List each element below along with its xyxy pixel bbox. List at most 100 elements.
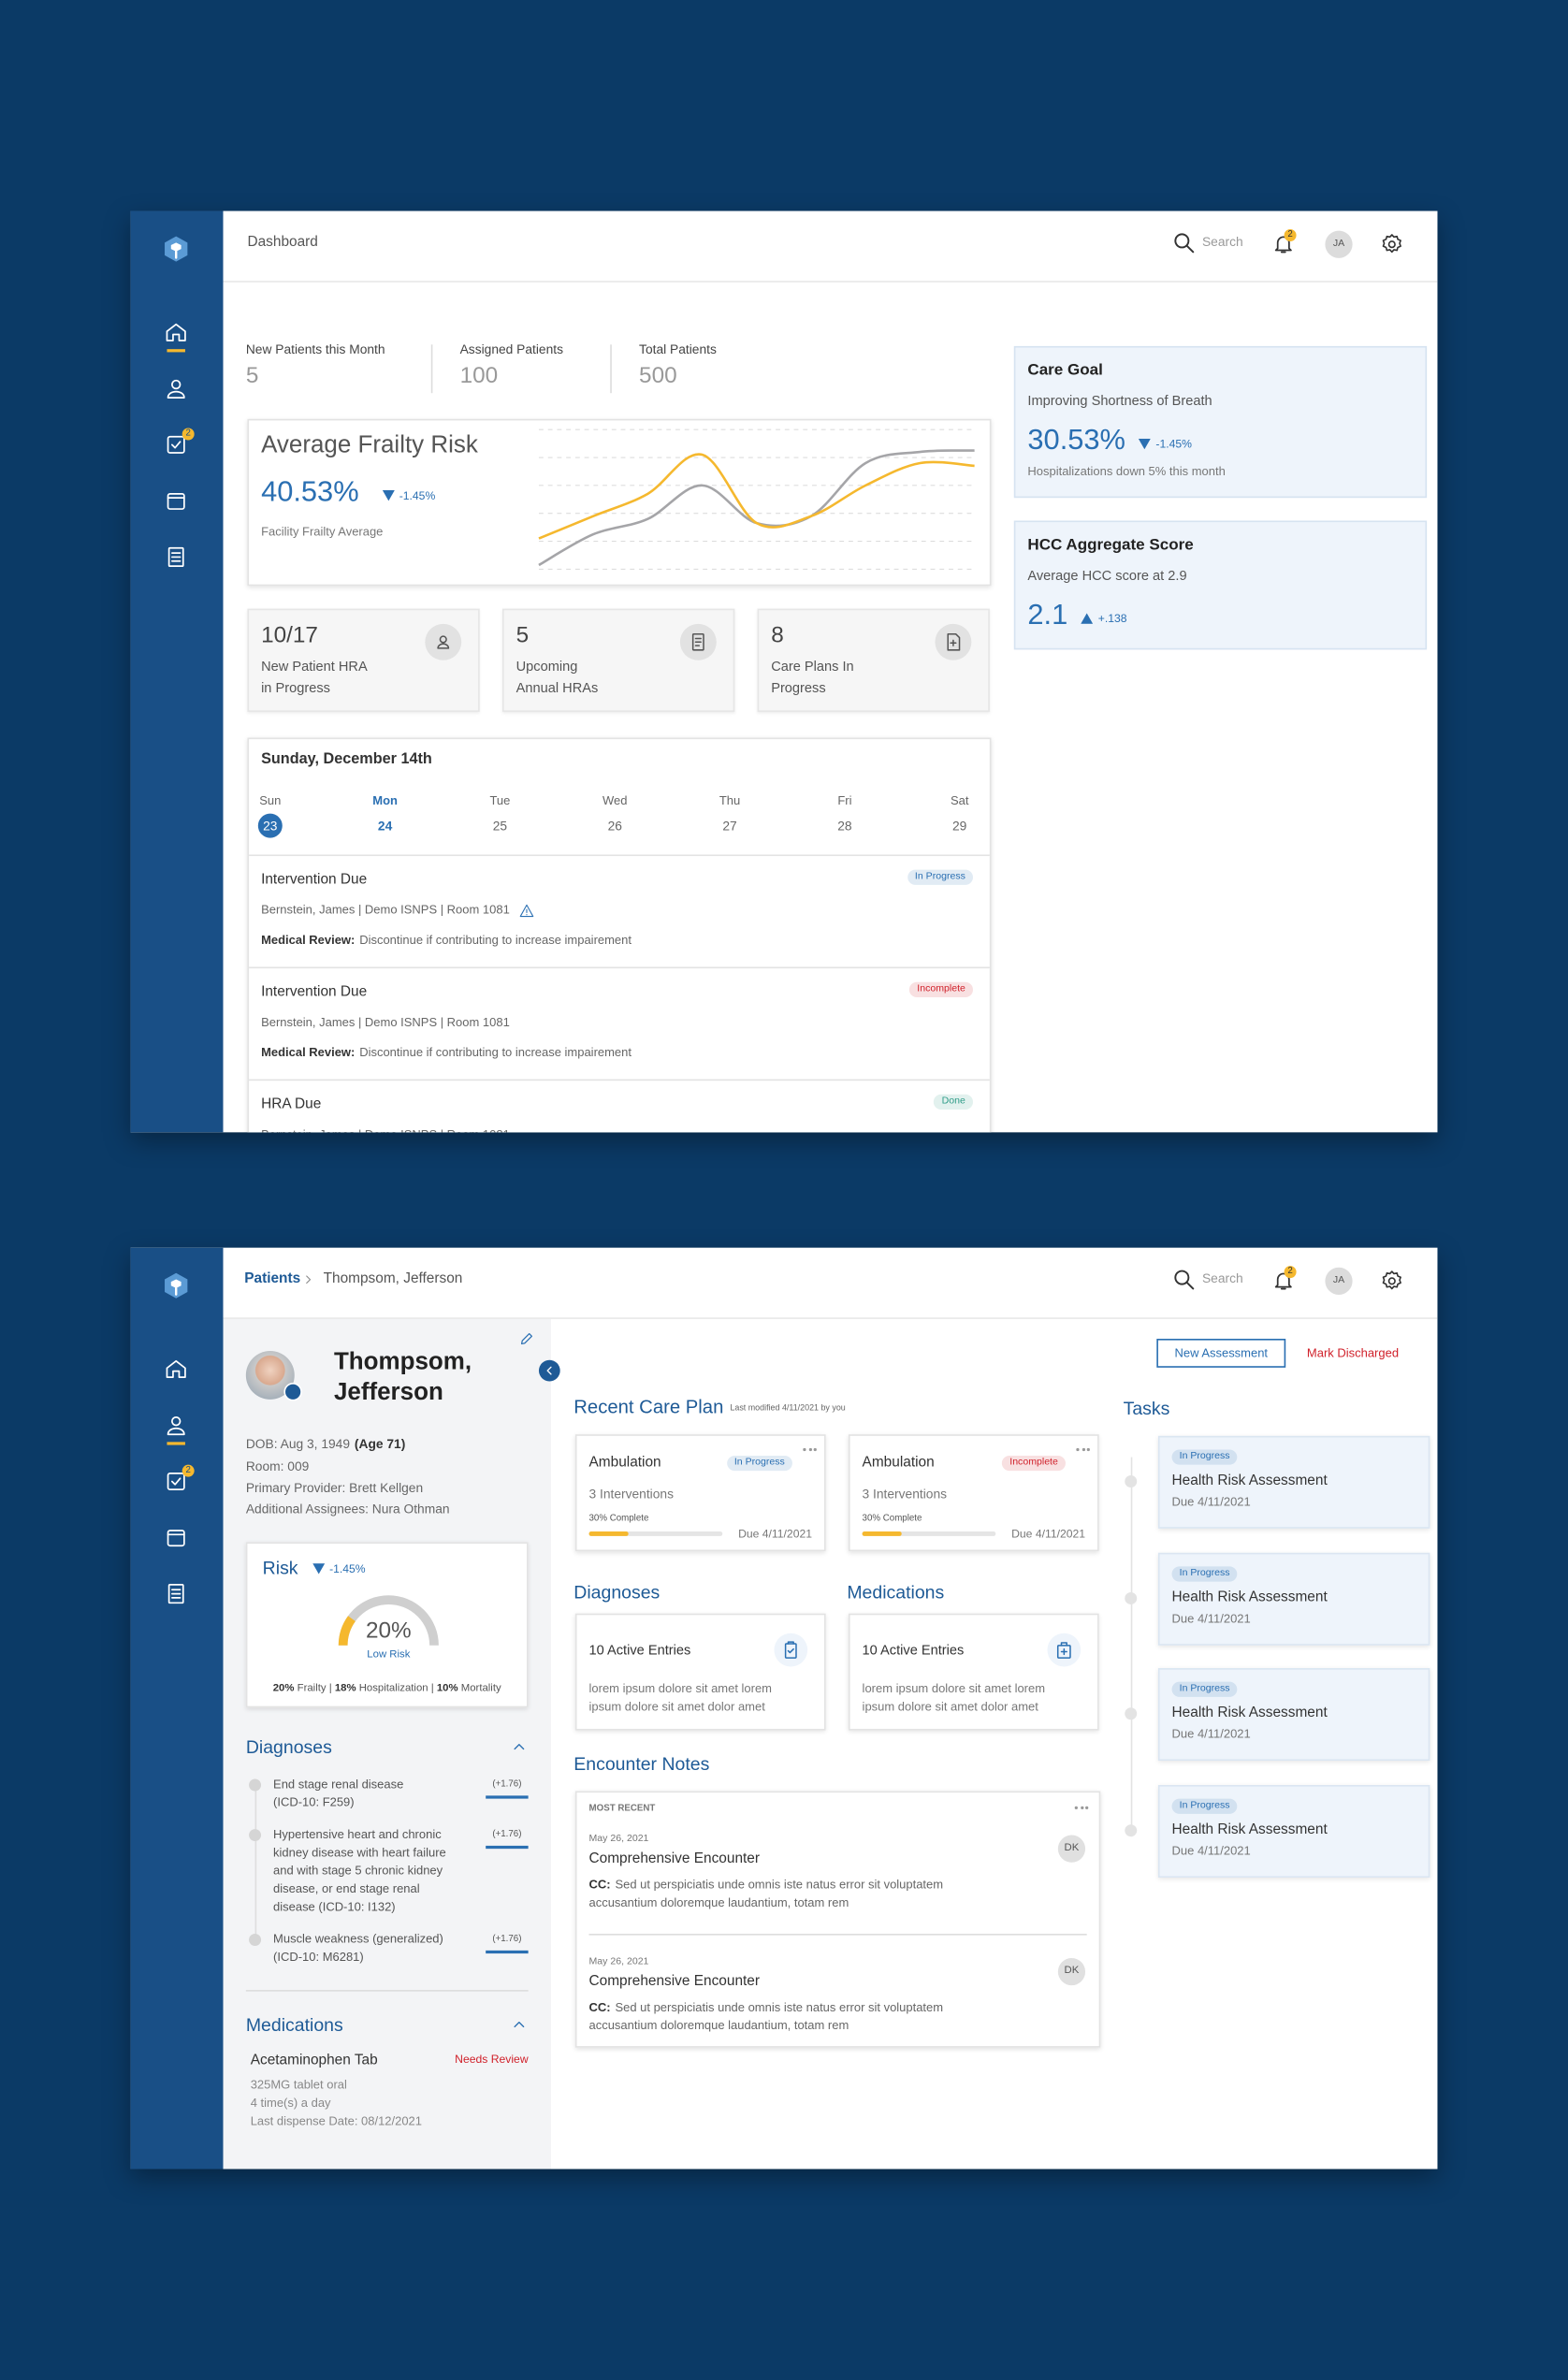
progress-track bbox=[862, 1531, 996, 1536]
status-pill: In Progress bbox=[1171, 1449, 1238, 1465]
care-plan-interventions: 3 Interventions bbox=[588, 1486, 674, 1502]
nav-icon-part bbox=[167, 1583, 184, 1604]
event-review-text: Discontinue if contributing to increase … bbox=[359, 1045, 632, 1060]
age: (Age 71) bbox=[354, 1435, 406, 1452]
event-title: Intervention Due bbox=[261, 871, 368, 889]
diagnosis-score: (+1.76) bbox=[492, 1831, 522, 1841]
nav-icon[interactable] bbox=[164, 1526, 188, 1550]
discharge-button[interactable]: Mark Discharged bbox=[1306, 1346, 1400, 1361]
summary-line: lorem ipsum dolore sit amet lorem bbox=[588, 1681, 772, 1696]
header-divider bbox=[223, 281, 1438, 283]
stat-label: Total Patients bbox=[639, 341, 717, 357]
menu-dot[interactable] bbox=[1076, 1447, 1080, 1452]
avatar[interactable]: JA bbox=[1325, 230, 1353, 258]
score-underline bbox=[486, 1795, 529, 1798]
task-due: Due 4/11/2021 bbox=[1171, 1495, 1251, 1510]
event-review-text: Discontinue if contributing to increase … bbox=[359, 933, 632, 948]
summary-icon-part bbox=[437, 635, 450, 649]
menu-dot[interactable] bbox=[1085, 1806, 1089, 1809]
care_goal-card bbox=[1013, 345, 1428, 499]
task-title: Health Risk Assessment bbox=[1171, 1473, 1328, 1490]
nav-icon[interactable] bbox=[164, 1582, 188, 1606]
status-pill: Done bbox=[934, 1094, 973, 1110]
day-date: 29 bbox=[952, 818, 967, 834]
frailty-card bbox=[247, 418, 992, 587]
day-date: 26 bbox=[607, 818, 622, 834]
cc-label: CC: bbox=[588, 2000, 611, 2015]
new-assessment-button[interactable]: New Assessment bbox=[1156, 1339, 1286, 1368]
summary-value: 5 bbox=[515, 622, 530, 648]
panel-title: Care Goal bbox=[1027, 360, 1103, 380]
change-arrow bbox=[312, 1562, 326, 1574]
status-pill: In Progress bbox=[726, 1455, 792, 1472]
panel-title: HCC Aggregate Score bbox=[1027, 535, 1194, 554]
nav-icon-part bbox=[167, 1530, 185, 1547]
settings-gear-part bbox=[1382, 1270, 1401, 1290]
task-card[interactable] bbox=[1157, 1668, 1430, 1762]
task-card[interactable] bbox=[1157, 1435, 1430, 1529]
collapse-section[interactable] bbox=[512, 2017, 527, 2032]
collapse-section-part bbox=[514, 2021, 525, 2028]
summary-icon-part bbox=[437, 643, 450, 649]
nav-icon[interactable] bbox=[164, 488, 188, 513]
avatar[interactable]: JA bbox=[1325, 1267, 1353, 1295]
author-avatar: DK bbox=[1057, 1835, 1086, 1863]
nav-icon[interactable] bbox=[164, 1357, 188, 1381]
menu-dot[interactable] bbox=[1080, 1806, 1083, 1809]
risk-value: 20% bbox=[365, 1618, 412, 1645]
warning-icon-part bbox=[519, 904, 533, 918]
menu-dot[interactable] bbox=[1082, 1447, 1085, 1452]
search-icon bbox=[1172, 231, 1197, 255]
nav-icon[interactable] bbox=[164, 432, 188, 457]
collapse-button[interactable] bbox=[538, 1359, 560, 1382]
nav-icon[interactable] bbox=[164, 320, 188, 344]
risk-level: Low Risk bbox=[367, 1649, 411, 1661]
menu-dot[interactable] bbox=[813, 1447, 817, 1452]
summary-entries: 10 Active Entries bbox=[862, 1641, 965, 1658]
day-date: 27 bbox=[722, 818, 737, 834]
nav-icon[interactable] bbox=[164, 1470, 188, 1494]
care-plan-modified: Last modified 4/11/2021 by you bbox=[730, 1403, 846, 1414]
nav-icon[interactable] bbox=[164, 1414, 188, 1438]
section-title: Diagnoses bbox=[573, 1581, 661, 1603]
menu-dot[interactable] bbox=[807, 1447, 812, 1452]
menu-dot[interactable] bbox=[1086, 1447, 1090, 1452]
encounter-line: accusantium doloremque laudantium, totam… bbox=[588, 1895, 849, 1910]
task-due: Due 4/11/2021 bbox=[1171, 1612, 1251, 1626]
nav-icon[interactable] bbox=[164, 376, 188, 400]
task-card[interactable] bbox=[1157, 1552, 1430, 1646]
section-title: Tasks bbox=[1123, 1397, 1170, 1419]
nav-icon[interactable] bbox=[164, 544, 188, 569]
summary-card bbox=[574, 1613, 826, 1731]
task-card[interactable] bbox=[1157, 1785, 1430, 1878]
settings-gear[interactable] bbox=[1380, 1269, 1404, 1293]
section-title: Diagnoses bbox=[245, 1735, 332, 1758]
menu-dot[interactable] bbox=[1074, 1806, 1078, 1809]
task-timeline bbox=[1130, 1457, 1133, 1837]
care-plan-due: Due 4/11/2021 bbox=[738, 1526, 813, 1540]
event-divider bbox=[249, 854, 990, 857]
panel-value: 30.53% bbox=[1027, 424, 1125, 457]
edit-icon[interactable] bbox=[519, 1331, 534, 1346]
medication-line: 4 time(s) a day bbox=[250, 2096, 331, 2111]
day-name: Tue bbox=[489, 793, 511, 808]
medication-line: Last dispense Date: 08/12/2021 bbox=[250, 2114, 423, 2128]
nav-icon-part bbox=[167, 435, 185, 454]
diagnosis-score: (+1.76) bbox=[492, 1780, 522, 1791]
medication-line: 325MG tablet oral bbox=[250, 2078, 347, 2093]
search-placeholder[interactable]: Search bbox=[1201, 233, 1243, 249]
summary-icon-part bbox=[691, 633, 704, 651]
search-placeholder[interactable]: Search bbox=[1201, 1270, 1243, 1286]
collapse-section[interactable] bbox=[512, 1739, 527, 1754]
photo-edit-badge[interactable] bbox=[283, 1383, 302, 1401]
menu-dot[interactable] bbox=[803, 1447, 806, 1452]
day-selected bbox=[257, 813, 283, 838]
breakdown-part: 18% bbox=[334, 1683, 356, 1694]
diagnosis-line: kidney disease with heart failure bbox=[273, 1846, 446, 1860]
breadcrumb-link[interactable]: Patients bbox=[244, 1270, 301, 1288]
summary-label: Progress bbox=[771, 679, 826, 695]
settings-gear[interactable] bbox=[1380, 232, 1404, 256]
encounter-section: MOST RECENT bbox=[588, 1805, 656, 1815]
nav-icon-part bbox=[171, 552, 181, 562]
care-plan-title: Ambulation bbox=[588, 1454, 661, 1472]
